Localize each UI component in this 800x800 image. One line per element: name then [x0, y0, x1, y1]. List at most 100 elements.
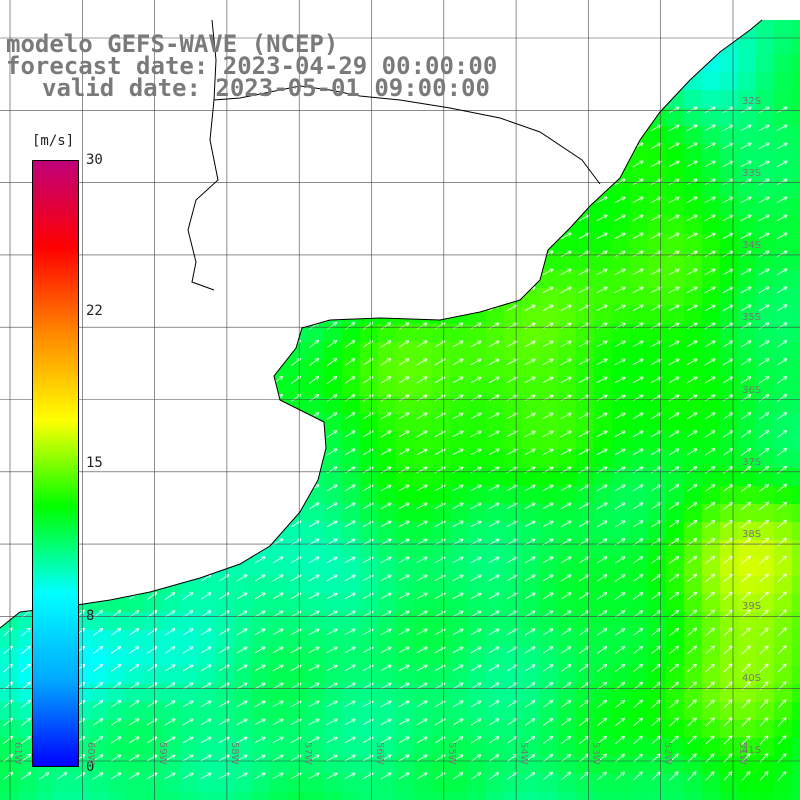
colorbar-tick-30: 30	[86, 152, 103, 168]
wind-arrow	[164, 592, 176, 600]
wind-arrow	[524, 664, 536, 672]
wind-arrow	[596, 376, 608, 384]
wind-arrow	[182, 772, 194, 780]
wind-arrow	[524, 772, 536, 780]
wind-arrow	[615, 735, 625, 745]
wind-arrow	[272, 556, 284, 564]
wind-arrow	[326, 700, 338, 708]
wind-arrow	[776, 430, 788, 438]
wind-arrow	[777, 735, 787, 745]
wind-arrow	[632, 196, 644, 204]
wind-arrow	[272, 700, 284, 708]
wind-arrow	[434, 754, 446, 762]
wind-arrow	[200, 736, 212, 744]
wind-arrow	[470, 574, 482, 582]
wind-arrow	[777, 501, 787, 511]
wind-arrow	[344, 682, 356, 690]
wind-arrow	[470, 700, 482, 708]
wind-arrow	[723, 717, 733, 727]
wind-arrow	[200, 754, 212, 762]
wind-arrow	[614, 412, 626, 420]
wind-arrow	[776, 124, 788, 132]
wind-arrow	[344, 646, 356, 654]
wind-arrow	[777, 699, 787, 709]
wind-arrow	[200, 700, 212, 708]
wind-arrow	[668, 304, 680, 312]
wind-arrow	[632, 214, 644, 222]
wind-arrow	[20, 772, 32, 780]
lon-label-52w: 52W	[662, 742, 673, 765]
wind-arrow	[326, 772, 338, 780]
wind-arrow	[651, 735, 661, 745]
wind-arrow	[470, 556, 482, 564]
wind-arrow	[704, 214, 716, 222]
wind-arrow	[110, 682, 122, 690]
wind-arrow	[380, 358, 392, 366]
wind-arrow	[470, 484, 482, 492]
wind-arrow	[777, 483, 788, 493]
wind-arrow	[740, 430, 752, 438]
wind-arrow	[236, 610, 248, 618]
wind-arrow	[488, 700, 500, 708]
wind-arrow	[326, 646, 338, 654]
title-valid-date: valid date: 2023-05-01 09:00:00	[42, 74, 490, 102]
wind-arrow	[380, 484, 392, 492]
lat-label-40s: 40S	[742, 673, 762, 684]
wind-arrow	[614, 268, 626, 276]
wind-arrow	[668, 160, 680, 168]
wind-arrow	[308, 358, 320, 366]
wind-arrow	[452, 412, 464, 420]
wind-arrow	[668, 178, 680, 186]
wind-arrow	[633, 645, 644, 655]
wind-arrow	[687, 699, 697, 709]
wind-arrow	[470, 448, 482, 456]
wind-arrow	[380, 574, 392, 582]
wind-arrow	[308, 610, 320, 618]
wind-arrow	[777, 771, 787, 781]
wind-arrow	[470, 772, 482, 780]
wind-arrow	[740, 394, 752, 402]
wind-arrow	[344, 322, 356, 330]
wind-arrow	[470, 340, 482, 348]
wind-arrow	[741, 735, 751, 745]
wind-arrow	[560, 574, 572, 582]
wind-arrow	[668, 142, 680, 150]
wind-arrow	[704, 376, 716, 384]
wind-arrow	[560, 430, 572, 438]
wind-arrow	[452, 736, 464, 744]
wind-arrow	[524, 484, 536, 492]
wind-arrow	[272, 664, 284, 672]
wind-arrow	[524, 718, 536, 726]
wind-arrow	[398, 574, 410, 582]
wind-arrow	[398, 448, 410, 456]
wind-arrow	[705, 645, 715, 655]
lon-label-57w: 57W	[302, 742, 313, 765]
wind-arrow	[740, 412, 752, 420]
wind-arrow	[452, 376, 464, 384]
wind-arrow	[596, 412, 608, 420]
wind-arrow	[668, 322, 680, 330]
wind-arrow	[704, 430, 716, 438]
wind-arrow	[344, 412, 356, 420]
wind-arrow	[686, 124, 698, 132]
lat-label-32s: 32S	[742, 96, 762, 107]
wind-arrow	[596, 196, 608, 204]
wind-arrow	[326, 610, 338, 618]
wind-arrow	[74, 772, 86, 780]
wind-arrow	[380, 556, 392, 564]
wind-arrow	[687, 645, 697, 655]
wind-arrow	[758, 214, 770, 222]
wind-arrow	[560, 304, 572, 312]
wind-arrow	[596, 664, 608, 672]
wind-arrow	[398, 736, 410, 744]
wind-arrow	[759, 591, 769, 601]
wind-arrow	[723, 699, 733, 709]
wind-arrow	[416, 610, 428, 618]
wind-arrow	[777, 663, 787, 673]
wind-arrow	[686, 286, 698, 294]
wind-arrow	[470, 592, 482, 600]
wind-arrow	[110, 754, 122, 762]
wind-arrow	[614, 196, 626, 204]
title-forecast-date: forecast date: 2023-04-29 00:00:00	[6, 52, 498, 80]
wind-arrow	[704, 268, 716, 276]
